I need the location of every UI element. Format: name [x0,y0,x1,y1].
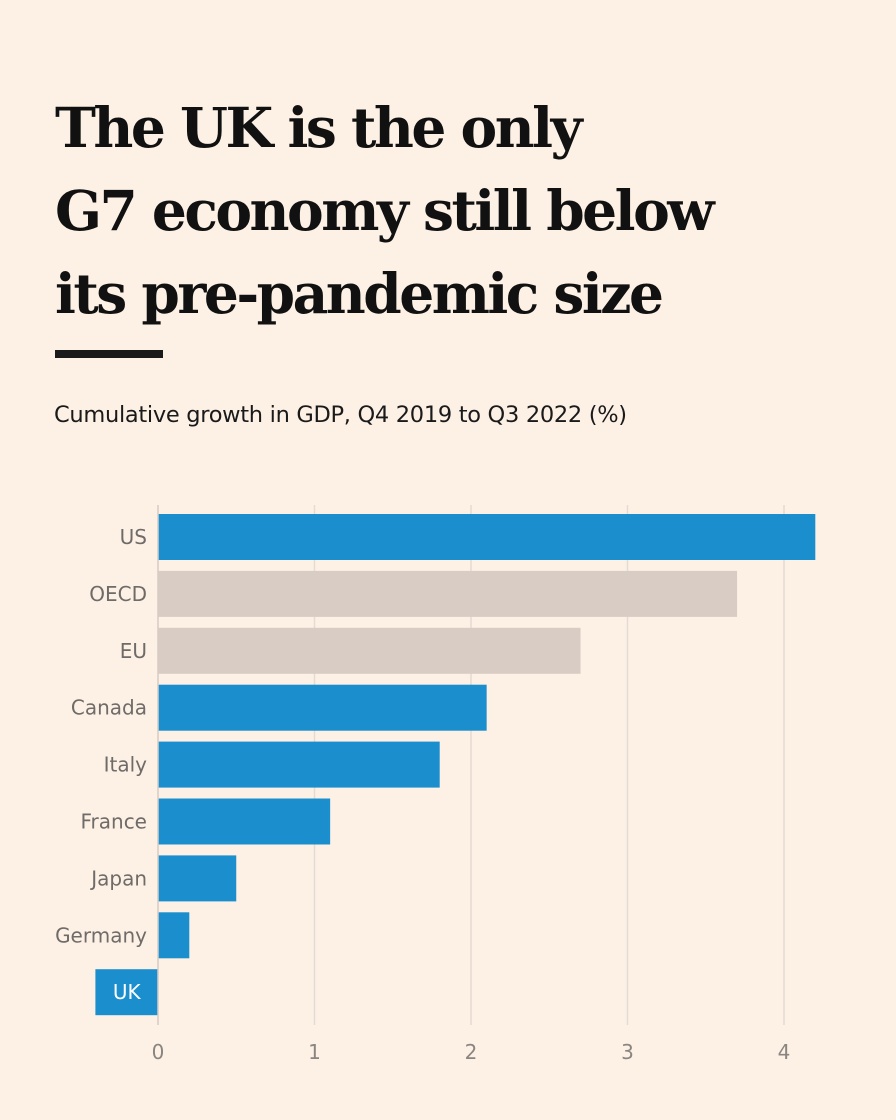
category-label-italy: Italy [104,753,148,777]
category-label-eu: EU [120,639,147,663]
bar-italy [158,741,440,788]
x-tick-label-1: 1 [308,1040,321,1064]
bar-us [158,514,816,560]
bar-canada [158,684,487,731]
category-label-france: France [80,810,147,834]
category-label-oecd: OECD [89,582,147,606]
x-tick-label-0: 0 [152,1040,165,1064]
x-tick-label-2: 2 [465,1040,478,1064]
headline-line-2: G7 economy still below [55,178,715,243]
bar-oecd [158,570,738,617]
category-label-japan: Japan [89,866,147,890]
bar-france [158,798,331,845]
headline: The UK is the only G7 economy still belo… [55,86,855,335]
category-label-uk: UK [113,980,142,1004]
bar-uk [95,969,158,1016]
category-label-germany: Germany [55,923,147,947]
headline-line-3: its pre-pandemic size [55,261,664,326]
headline-line-1: The UK is the only [55,95,583,160]
x-tick-label-4: 4 [778,1040,791,1064]
category-label-canada: Canada [71,696,147,720]
bar-eu [158,627,581,674]
x-tick-label-3: 3 [621,1040,634,1064]
chart-title: Cumulative growth in GDP, Q4 2019 to Q3 … [54,402,627,428]
category-label-us: US [120,525,147,549]
headline-rule [55,350,163,358]
bar-germany [158,912,190,959]
bar-japan [158,855,237,902]
